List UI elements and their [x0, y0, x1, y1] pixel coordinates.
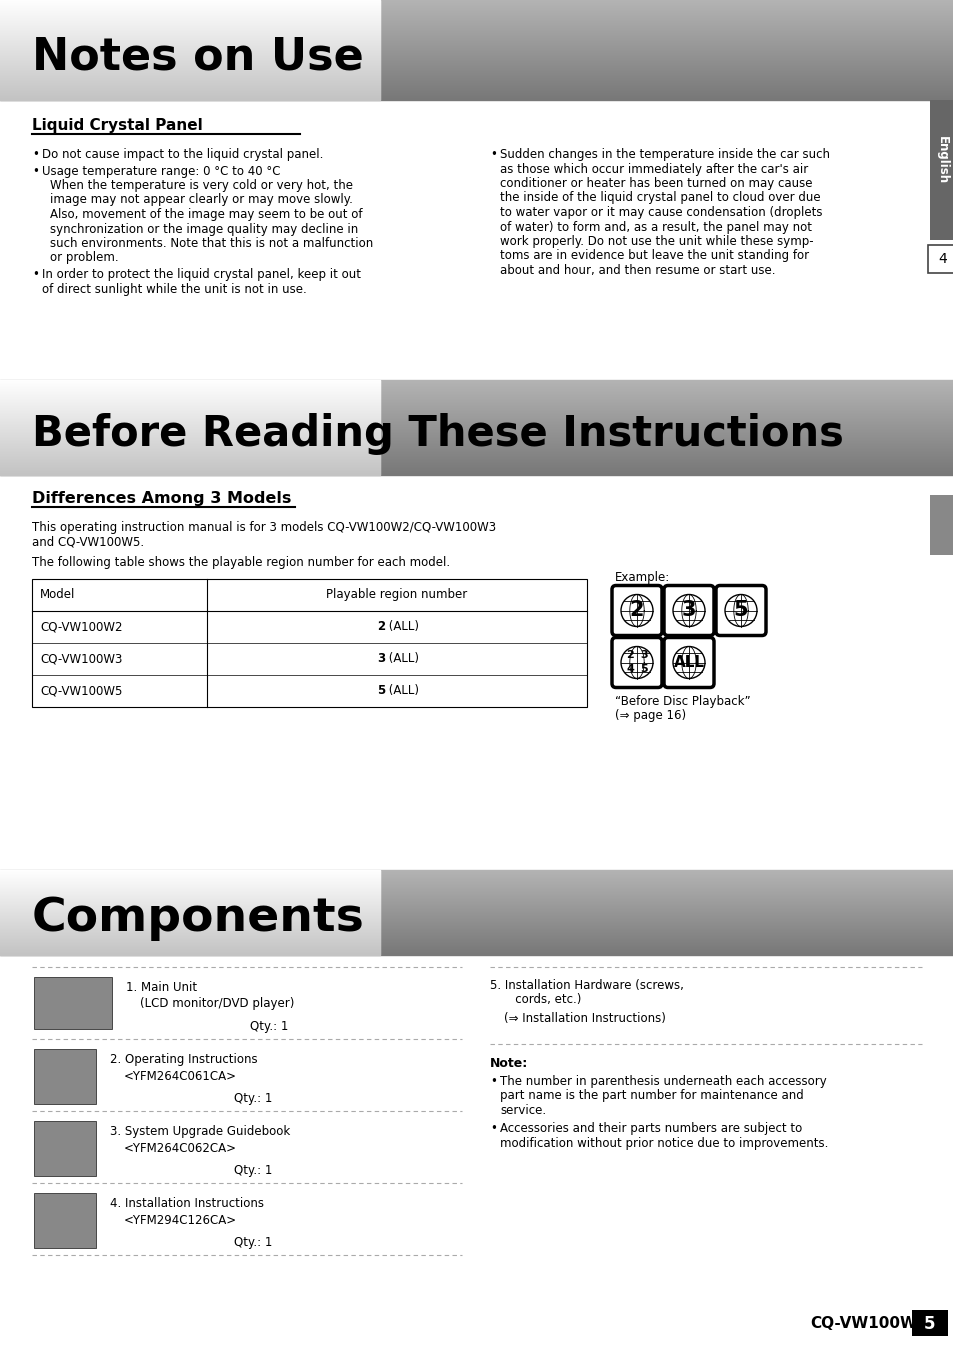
Text: 4: 4 — [938, 252, 946, 266]
Text: synchronization or the image quality may decline in: synchronization or the image quality may… — [50, 222, 358, 236]
Text: 5. Installation Hardware (screws,: 5. Installation Hardware (screws, — [490, 979, 683, 992]
Text: Playable region number: Playable region number — [326, 588, 467, 601]
Text: Do not cause impact to the liquid crystal panel.: Do not cause impact to the liquid crysta… — [42, 148, 323, 160]
Bar — [34, 1122, 96, 1175]
FancyBboxPatch shape — [612, 638, 661, 687]
Text: Note:: Note: — [490, 1057, 528, 1070]
Text: and CQ-VW100W5.: and CQ-VW100W5. — [32, 535, 144, 549]
Text: as those which occur immediately after the car's air: as those which occur immediately after t… — [499, 163, 807, 175]
Text: or problem.: or problem. — [50, 252, 118, 264]
Bar — [34, 1193, 96, 1248]
Text: 5: 5 — [639, 665, 647, 674]
Bar — [911, 1310, 947, 1336]
Text: Qty.: 1: Qty.: 1 — [233, 1236, 273, 1250]
Text: Example:: Example: — [615, 570, 670, 584]
Text: Qty.: 1: Qty.: 1 — [250, 1020, 288, 1033]
Text: 5: 5 — [376, 683, 385, 697]
Text: (LCD monitor/DVD player): (LCD monitor/DVD player) — [140, 998, 294, 1011]
Text: This operating instruction manual is for 3 models CQ-VW100W2/CQ-VW100W3: This operating instruction manual is for… — [32, 520, 496, 534]
Text: Differences Among 3 Models: Differences Among 3 Models — [32, 491, 291, 506]
Text: cords, etc.): cords, etc.) — [503, 993, 580, 1007]
Text: The following table shows the playable region number for each model.: The following table shows the playable r… — [32, 555, 450, 569]
FancyBboxPatch shape — [663, 638, 713, 687]
Text: •: • — [490, 1122, 497, 1135]
Text: •: • — [490, 1074, 497, 1088]
Text: 2: 2 — [625, 651, 633, 661]
Text: the inside of the liquid crystal panel to cloud over due: the inside of the liquid crystal panel t… — [499, 191, 820, 205]
Text: (ALL): (ALL) — [385, 652, 418, 665]
Text: <YFM264C062CA>: <YFM264C062CA> — [124, 1142, 236, 1154]
Text: CQ-VW100W2: CQ-VW100W2 — [40, 620, 122, 634]
Text: about and hour, and then resume or start use.: about and hour, and then resume or start… — [499, 264, 775, 276]
Text: 3. System Upgrade Guidebook: 3. System Upgrade Guidebook — [110, 1126, 290, 1138]
Text: image may not appear clearly or may move slowly.: image may not appear clearly or may move… — [50, 194, 353, 206]
Text: (⇒ Installation Instructions): (⇒ Installation Instructions) — [503, 1012, 665, 1024]
Text: Before Reading These Instructions: Before Reading These Instructions — [32, 412, 843, 456]
Text: The number in parenthesis underneath each accessory: The number in parenthesis underneath eac… — [499, 1074, 826, 1088]
Text: Also, movement of the image may seem to be out of: Also, movement of the image may seem to … — [50, 208, 362, 221]
Text: to water vapor or it may cause condensation (droplets: to water vapor or it may cause condensat… — [499, 206, 821, 218]
Text: Model: Model — [40, 588, 75, 601]
Text: 2: 2 — [376, 620, 385, 634]
Text: such environments. Note that this is not a malfunction: such environments. Note that this is not… — [50, 237, 373, 249]
Text: “Before Disc Playback”: “Before Disc Playback” — [615, 694, 750, 708]
Text: Sudden changes in the temperature inside the car such: Sudden changes in the temperature inside… — [499, 148, 829, 160]
Bar — [929, 100, 953, 240]
Text: <YFM294C126CA>: <YFM294C126CA> — [124, 1213, 237, 1227]
Text: CQ-VW100W5: CQ-VW100W5 — [40, 683, 122, 697]
Text: •: • — [32, 164, 39, 178]
Text: 5: 5 — [923, 1316, 935, 1333]
Text: 5: 5 — [733, 600, 747, 620]
Text: conditioner or heater has been turned on may cause: conditioner or heater has been turned on… — [499, 177, 812, 190]
Text: Qty.: 1: Qty.: 1 — [233, 1092, 273, 1105]
Text: ALL: ALL — [673, 655, 703, 670]
Text: Qty.: 1: Qty.: 1 — [233, 1165, 273, 1177]
Text: 1. Main Unit: 1. Main Unit — [126, 981, 197, 993]
Bar — [34, 977, 112, 1029]
Text: •: • — [32, 148, 39, 160]
Text: Notes on Use: Notes on Use — [32, 35, 363, 78]
Text: Accessories and their parts numbers are subject to: Accessories and their parts numbers are … — [499, 1122, 801, 1135]
Text: 3: 3 — [376, 652, 385, 665]
FancyBboxPatch shape — [663, 585, 713, 635]
Text: 3: 3 — [639, 651, 647, 661]
Text: 4. Installation Instructions: 4. Installation Instructions — [110, 1197, 264, 1211]
Text: •: • — [32, 268, 39, 280]
Text: 4: 4 — [625, 665, 634, 674]
Text: English: English — [935, 136, 947, 185]
Text: (⇒ page 16): (⇒ page 16) — [615, 709, 685, 723]
Text: 2. Operating Instructions: 2. Operating Instructions — [110, 1053, 257, 1066]
Text: CQ-VW100W: CQ-VW100W — [809, 1317, 916, 1332]
Bar — [32, 578, 586, 706]
FancyBboxPatch shape — [612, 585, 661, 635]
Text: of direct sunlight while the unit is not in use.: of direct sunlight while the unit is not… — [42, 283, 307, 295]
Text: 3: 3 — [681, 600, 696, 620]
Text: •: • — [490, 148, 497, 160]
Text: service.: service. — [499, 1104, 545, 1116]
Text: Liquid Crystal Panel: Liquid Crystal Panel — [32, 119, 203, 133]
Text: of water) to form and, as a result, the panel may not: of water) to form and, as a result, the … — [499, 221, 811, 233]
Text: CQ-VW100W3: CQ-VW100W3 — [40, 652, 122, 665]
Text: (ALL): (ALL) — [385, 620, 418, 634]
Text: 2: 2 — [629, 600, 643, 620]
Text: Usage temperature range: 0 °C to 40 °C: Usage temperature range: 0 °C to 40 °C — [42, 164, 280, 178]
Text: part name is the part number for maintenance and: part name is the part number for mainten… — [499, 1089, 803, 1103]
Text: In order to protect the liquid crystal panel, keep it out: In order to protect the liquid crystal p… — [42, 268, 360, 280]
Bar — [34, 1049, 96, 1104]
Text: When the temperature is very cold or very hot, the: When the temperature is very cold or ver… — [50, 179, 353, 191]
FancyBboxPatch shape — [716, 585, 765, 635]
Text: <YFM264C061CA>: <YFM264C061CA> — [124, 1069, 236, 1082]
Text: (ALL): (ALL) — [385, 683, 418, 697]
Text: Components: Components — [32, 896, 364, 941]
Bar — [929, 495, 953, 555]
Bar — [927, 245, 953, 274]
Text: modification without prior notice due to improvements.: modification without prior notice due to… — [499, 1136, 827, 1150]
Text: toms are in evidence but leave the unit standing for: toms are in evidence but leave the unit … — [499, 249, 808, 263]
Text: work properly. Do not use the unit while these symp-: work properly. Do not use the unit while… — [499, 235, 813, 248]
